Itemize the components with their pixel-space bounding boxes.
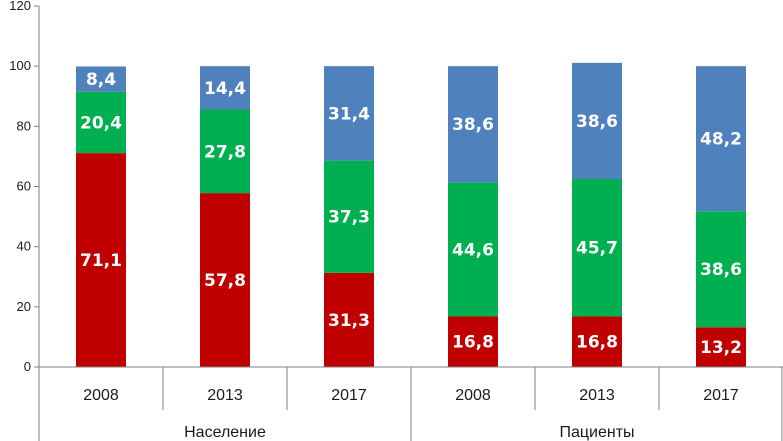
data-label: 13,2 bbox=[700, 338, 742, 358]
data-labels: 71,1 20,4 8,4 57,8 27,8 14,4 31,3 37,3 31,4 16,8 4… bbox=[80, 70, 742, 358]
group-label: Пациенты bbox=[559, 424, 634, 441]
group-label: Население bbox=[184, 424, 266, 441]
x-category-label: 2013 bbox=[579, 387, 615, 404]
bar-segment bbox=[76, 153, 126, 367]
y-tick-label: 80 bbox=[17, 118, 31, 133]
x-category-label: 2013 bbox=[207, 387, 243, 404]
x-axis: 2008 2013 2017 2008 2013 2017 Население Пациент… bbox=[39, 366, 783, 441]
data-label: 16,8 bbox=[452, 333, 494, 353]
y-tick-label: 60 bbox=[17, 179, 31, 194]
bar-segment bbox=[696, 211, 746, 328]
data-label: 38,6 bbox=[700, 260, 742, 280]
bar-segment bbox=[448, 182, 498, 317]
data-label: 71,1 bbox=[80, 251, 122, 271]
y-tick-label: 120 bbox=[9, 0, 31, 13]
x-category-label: 2017 bbox=[331, 387, 367, 404]
bar-segment bbox=[448, 316, 498, 367]
data-label: 45,7 bbox=[576, 239, 618, 259]
bar-segment bbox=[324, 160, 374, 273]
y-tick-label: 0 bbox=[24, 359, 31, 374]
bar-segment bbox=[324, 66, 374, 161]
x-category-label: 2008 bbox=[455, 387, 491, 404]
y-tick-label: 100 bbox=[9, 58, 31, 73]
data-label: 16,8 bbox=[576, 333, 618, 353]
data-label: 38,6 bbox=[576, 112, 618, 132]
data-label: 38,6 bbox=[452, 115, 494, 135]
y-axis-ticks: 0 20 40 60 80 100 120 bbox=[9, 0, 40, 441]
data-label: 44,6 bbox=[452, 240, 494, 260]
bar-segment bbox=[76, 66, 126, 92]
x-category-label: 2008 bbox=[83, 387, 119, 404]
bar-segment bbox=[76, 91, 126, 154]
bar-segment bbox=[200, 66, 250, 110]
data-label: 20,4 bbox=[80, 113, 122, 133]
bar-segment bbox=[448, 66, 498, 183]
bars bbox=[76, 62, 746, 367]
data-label: 31,3 bbox=[328, 311, 370, 331]
bar-segment bbox=[696, 327, 746, 367]
bar-segment bbox=[696, 66, 746, 212]
bar-segment bbox=[572, 178, 622, 317]
data-label: 37,3 bbox=[328, 208, 370, 228]
data-label: 14,4 bbox=[204, 79, 246, 99]
bar-segment bbox=[572, 62, 622, 179]
y-tick-label: 40 bbox=[17, 239, 31, 254]
data-label: 31,4 bbox=[328, 104, 370, 124]
bar-segment bbox=[200, 193, 250, 367]
x-category-label: 2017 bbox=[703, 387, 739, 404]
bar-segment bbox=[324, 272, 374, 367]
data-label: 57,8 bbox=[204, 271, 246, 291]
y-tick-label: 20 bbox=[17, 299, 31, 314]
data-label: 48,2 bbox=[700, 130, 742, 150]
data-label: 8,4 bbox=[86, 70, 116, 90]
bar-segment bbox=[200, 109, 250, 194]
bar-segment bbox=[572, 316, 622, 367]
data-label: 27,8 bbox=[204, 142, 246, 162]
